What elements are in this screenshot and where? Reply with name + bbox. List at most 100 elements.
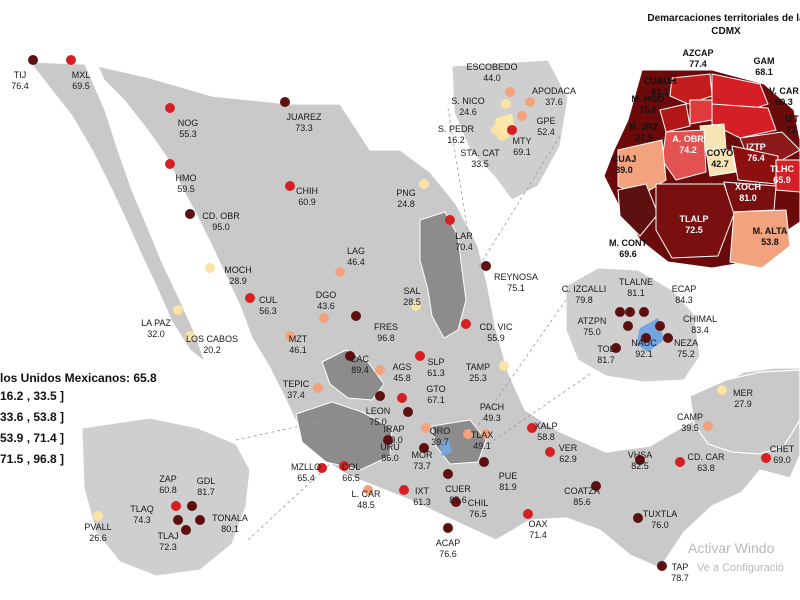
city-marker-dot: [171, 501, 181, 511]
cdmx-unit-name: M. ALTA: [753, 226, 788, 236]
leader-line-valle-2: [479, 373, 591, 451]
city-value-label: 78.7: [671, 573, 689, 583]
cdmx-coyo: [705, 149, 737, 177]
city-name-label: ATZPN: [578, 316, 607, 326]
city-marker-dot: [545, 447, 555, 457]
city-marker-dot: [443, 523, 453, 533]
city-value-label: 44.0: [483, 73, 501, 83]
city-marker-dot: [443, 469, 453, 479]
legend-range-4: 71.5 , 96.8 ]: [0, 452, 65, 466]
city-name-label: CHIMAL: [683, 314, 717, 324]
yucatan: [689, 369, 800, 455]
city-value-label: 26.6: [89, 533, 107, 543]
city-value-label: 79.8: [575, 295, 593, 305]
cdmx-unit-name: IZTP: [746, 142, 766, 152]
city-marker-dot: [497, 131, 507, 141]
cdmx-unit-value: 73.: [786, 125, 799, 135]
city-name-label: LOS CABOS: [186, 334, 238, 344]
city-value-label: 33.5: [471, 159, 489, 169]
city-name-label: ZAP: [159, 474, 177, 484]
city-value-label: 60.8: [159, 485, 177, 495]
cdmx-cuaj: [617, 139, 667, 197]
city-marker-dot: [351, 311, 361, 321]
city-marker-dot: [165, 159, 175, 169]
city-value-label: 37.6: [545, 97, 563, 107]
city-value-label: 45.8: [393, 373, 411, 383]
city-marker-dot: [339, 461, 349, 471]
jalisco-inset: [81, 417, 251, 577]
city-value-label: 43.6: [317, 301, 335, 311]
city-value-label: 72.3: [159, 542, 177, 552]
city-name-label: HMO: [176, 173, 197, 183]
legend-title: los Unidos Mexicanos: 65.8: [0, 371, 157, 385]
city-value-label: 60.9: [298, 197, 316, 207]
city-name-label: TONALA: [212, 513, 248, 523]
cdmx-unit-value: 65.9: [773, 175, 791, 185]
city-value-label: 75.0: [369, 417, 387, 427]
city-name-label: LAR: [455, 231, 473, 241]
city-marker-dot: [421, 423, 431, 433]
city-marker-dot: [525, 97, 535, 107]
city-value-label: 81.7: [197, 487, 215, 497]
city-marker-dot: [66, 55, 76, 65]
leader-line-jalisco-2: [247, 461, 333, 541]
city-value-label: 48.5: [357, 500, 375, 510]
city-name-label: CD. CAR: [687, 452, 725, 462]
leader-line-monterrey-2: [477, 135, 561, 269]
city-name-label: TLAJ: [157, 531, 178, 541]
city-name-label: PNG: [396, 188, 416, 198]
city-marker-dot: [173, 305, 183, 315]
city-name-label: SLP: [427, 357, 444, 367]
city-name-label: C. IZCALLI: [562, 284, 607, 294]
city-name-label: LEON: [366, 406, 391, 416]
city-marker-dot: [185, 209, 195, 219]
cdmx-unit-name: M. CONT: [609, 238, 647, 248]
city-name-label: CD. VIC: [479, 322, 513, 332]
city-value-label: 67.1: [427, 395, 445, 405]
city-value-label: 61.3: [427, 368, 445, 378]
cdmx-unit-value: 81.0: [739, 193, 757, 203]
city-marker-dot: [285, 181, 295, 191]
city-marker-dot: [93, 511, 103, 521]
city-name-label: LAG: [347, 246, 365, 256]
city-value-label: 24.6: [459, 107, 477, 117]
city-name-label: COATZA: [564, 486, 600, 496]
city-marker-dot: [335, 267, 345, 277]
city-marker-dot: [383, 435, 393, 445]
city-value-label: 46.4: [347, 257, 365, 267]
city-name-label: PVALL: [84, 522, 111, 532]
city-value-label: 20.2: [203, 345, 221, 355]
city-value-label: 69.5: [72, 81, 90, 91]
city-value-label: 28.5: [403, 297, 421, 307]
city-value-label: 75.0: [583, 327, 601, 337]
city-marker-dot: [280, 97, 290, 107]
city-value-label: 52.4: [537, 127, 555, 137]
city-marker-dot: [635, 455, 645, 465]
jalisco-inset-shape: [81, 417, 251, 577]
city-name-label: SAL: [403, 286, 420, 296]
city-value-label: 49.3: [483, 413, 501, 423]
city-value-label: 83.4: [691, 325, 709, 335]
